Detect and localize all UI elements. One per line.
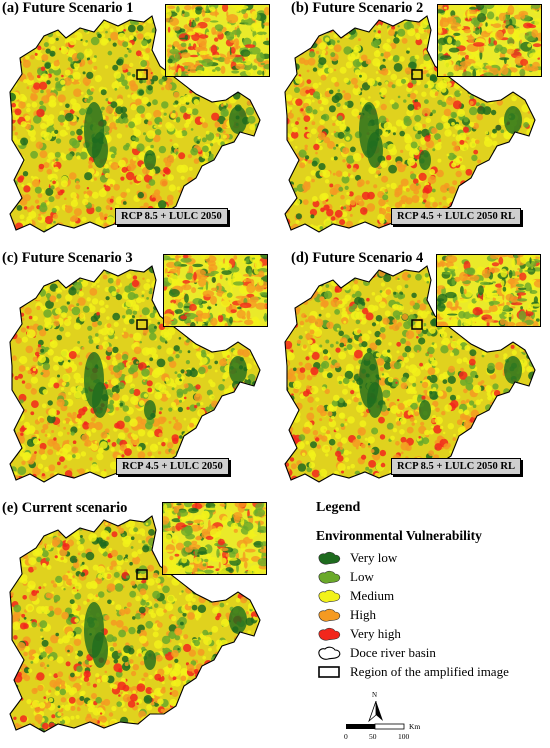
legend-item-basin: Doce river basin — [316, 643, 548, 662]
amplified-inset — [163, 254, 268, 327]
panel-c: (c) Future Scenario 3 RCP 4.5 + LULC 205… — [0, 250, 275, 490]
legend-subtitle: Environmental Vulnerability — [316, 528, 482, 543]
amplified-inset — [436, 254, 541, 327]
scenario-label: RCP 8.5 + LULC 2050 RL — [391, 458, 521, 475]
panel-e: (e) Current scenario — [0, 500, 275, 740]
scenario-label: RCP 4.5 + LULC 2050 — [116, 458, 229, 475]
legend-label: Medium — [350, 587, 395, 603]
scale-bar: Km 0 50 100 — [344, 722, 445, 748]
legend-item-medium: Medium — [316, 586, 548, 605]
scenario-label: RCP 4.5 + LULC 2050 RL — [391, 208, 521, 225]
north-label: N — [372, 691, 378, 699]
legend-title: Legend — [316, 500, 361, 515]
legend-label: Region of the amplified image — [350, 663, 509, 679]
scale-unit: Km — [409, 722, 421, 731]
panel-title: (b) Future Scenario 2 — [291, 0, 424, 16]
amplified-inset — [162, 502, 267, 575]
panel-a: (a) Future Scenario 1 RCP 8.5 + LULC 205… — [0, 0, 275, 240]
color-swatch-icon — [318, 570, 341, 584]
region-rectangle-icon — [318, 665, 340, 678]
scale-bar-graphic — [346, 723, 405, 730]
basin-outline-icon — [318, 646, 341, 660]
color-swatch-icon — [318, 627, 341, 641]
legend-item-region: Region of the amplified image — [316, 662, 548, 681]
panel-d: (d) Future Scenario 4 RCP 8.5 + LULC 205… — [275, 250, 550, 490]
scale-tick: 50 — [369, 732, 377, 741]
legend-item-high: High — [316, 605, 548, 624]
north-arrow: N — [368, 691, 384, 723]
scale-tick: 0 — [344, 732, 348, 741]
legend-item-very-high: Very high — [316, 624, 548, 643]
legend-label: Doce river basin — [350, 644, 436, 660]
color-swatch-icon — [318, 589, 341, 603]
legend-label: Low — [350, 568, 374, 584]
color-swatch-icon — [318, 608, 341, 622]
map-future-scenario-1 — [9, 15, 261, 233]
map-current-scenario — [9, 515, 261, 733]
scale-tick: 100 — [398, 732, 410, 741]
scenario-label: RCP 8.5 + LULC 2050 — [115, 208, 228, 225]
amplified-inset — [437, 4, 542, 77]
amplified-inset — [165, 4, 270, 77]
legend-label: Very high — [350, 625, 401, 641]
color-swatch-icon — [318, 551, 341, 565]
panel-title: (d) Future Scenario 4 — [291, 250, 424, 266]
legend-label: High — [350, 606, 376, 622]
panel-b: (b) Future Scenario 2 RCP 4.5 + LULC 205… — [275, 0, 550, 240]
panel-title: (c) Future Scenario 3 — [2, 250, 133, 266]
panel-title: (a) Future Scenario 1 — [2, 0, 134, 16]
legend: Legend Environmental Vulnerability Very … — [316, 500, 548, 681]
panel-title: (e) Current scenario — [2, 500, 128, 516]
north-arrow-icon — [368, 701, 383, 723]
legend-label: Very low — [350, 549, 398, 565]
map-future-scenario-4 — [284, 265, 536, 483]
legend-item-low: Low — [316, 567, 548, 586]
map-future-scenario-2 — [284, 15, 536, 233]
legend-item-very-low: Very low — [316, 548, 548, 567]
